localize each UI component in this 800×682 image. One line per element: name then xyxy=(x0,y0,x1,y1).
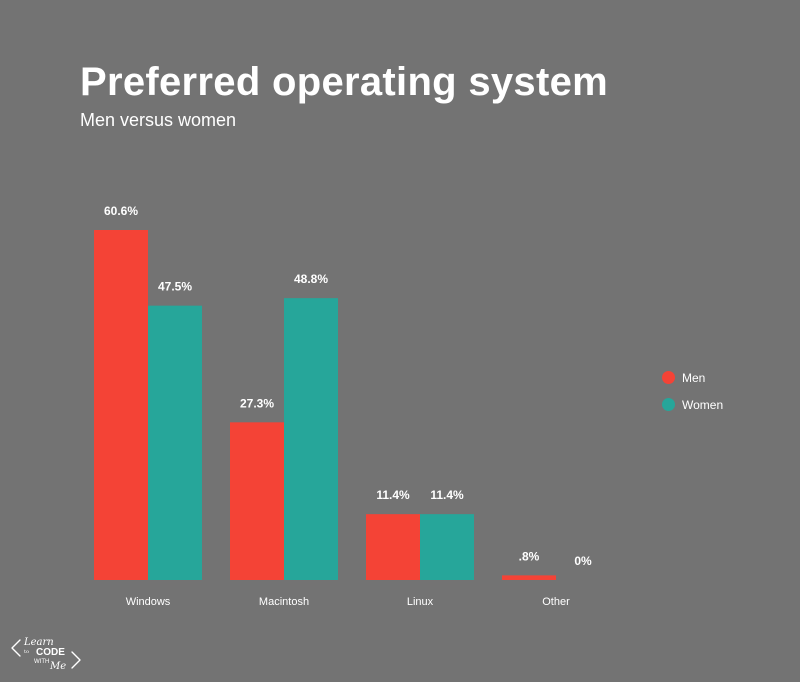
bar-women-windows xyxy=(148,305,202,580)
data-label-women-other: 0% xyxy=(574,554,592,568)
learn-to-code-logo: Learn to CODE WITH Me xyxy=(11,637,81,672)
category-label-macintosh: Macintosh xyxy=(259,596,309,608)
data-label-women-windows: 47.5% xyxy=(158,280,192,294)
chart-title: Preferred operating system xyxy=(80,60,608,104)
logo-left-chevron xyxy=(11,639,21,657)
bar-men-windows xyxy=(94,230,148,580)
bar-men-other xyxy=(502,575,556,580)
data-label-men-other: .8% xyxy=(519,549,540,563)
legend-item-women: Women xyxy=(662,391,723,418)
bar-labels-group: 60.6% 47.5% 27.3% 48.8% 11.4% 11.4% .8% 0% xyxy=(104,204,592,568)
logo-text-with: WITH xyxy=(34,659,49,665)
chart-subtitle: Men versus women xyxy=(80,110,237,130)
bar-women-macintosh xyxy=(284,298,338,580)
category-label-other: Other xyxy=(542,596,570,608)
category-label-windows: Windows xyxy=(126,596,171,608)
data-label-men-macintosh: 27.3% xyxy=(240,396,274,410)
bar-women-linux xyxy=(420,514,474,580)
data-label-women-macintosh: 48.8% xyxy=(294,272,328,286)
bar-men-linux xyxy=(366,514,420,580)
legend-swatch-men xyxy=(662,371,675,384)
data-label-men-linux: 11.4% xyxy=(376,488,410,502)
category-labels-group: Windows Macintosh Linux Other xyxy=(126,596,570,608)
bars-group xyxy=(94,230,556,580)
legend-label-men: Men xyxy=(682,370,706,385)
data-label-women-linux: 11.4% xyxy=(430,488,464,502)
logo-text-me: Me xyxy=(49,661,66,672)
logo-text-learn: Learn xyxy=(23,637,54,648)
legend-label-women: Women xyxy=(682,397,724,412)
logo-text-to: to xyxy=(24,649,29,655)
legend-item-men: Men xyxy=(662,364,723,391)
legend: Men Women xyxy=(662,364,723,418)
data-label-men-windows: 60.6% xyxy=(104,204,138,218)
legend-swatch-women xyxy=(662,398,675,411)
logo-text-code: CODE xyxy=(36,647,65,658)
bar-men-macintosh xyxy=(230,422,284,580)
category-label-linux: Linux xyxy=(407,596,434,608)
logo-right-chevron xyxy=(71,651,81,669)
